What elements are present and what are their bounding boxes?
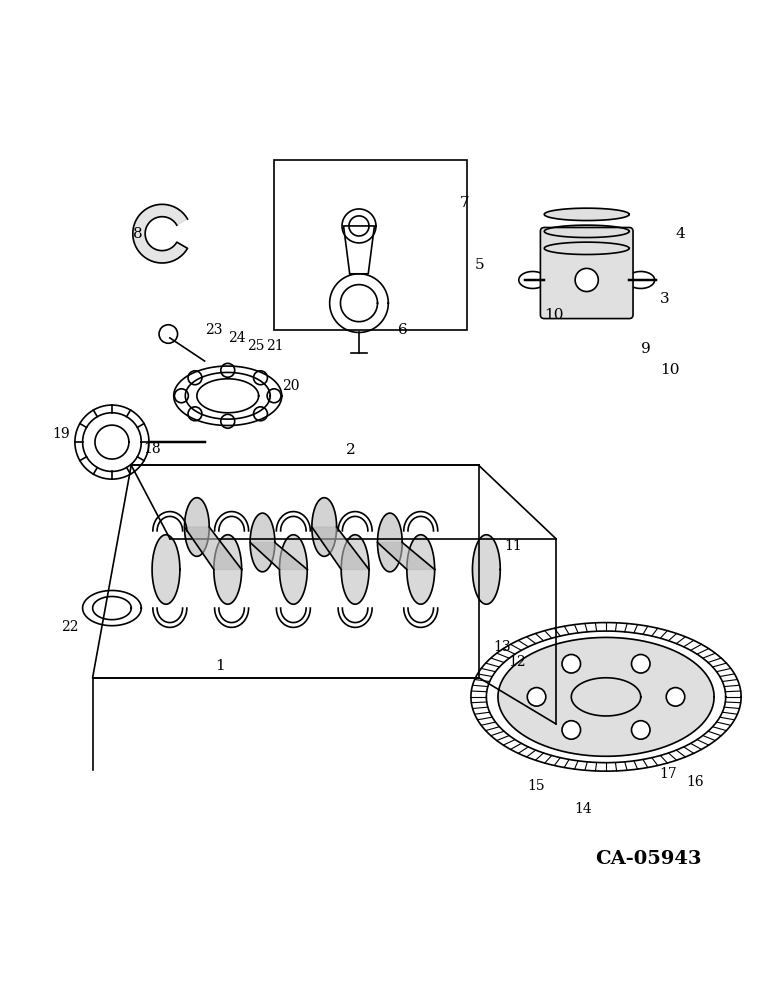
Polygon shape — [498, 637, 714, 756]
Polygon shape — [185, 527, 242, 569]
Bar — [274, 160, 467, 330]
Polygon shape — [152, 535, 180, 604]
Text: 19: 19 — [52, 427, 69, 441]
Polygon shape — [250, 513, 275, 572]
Polygon shape — [312, 527, 369, 569]
Polygon shape — [214, 535, 242, 604]
Polygon shape — [312, 498, 337, 556]
Text: 6: 6 — [398, 323, 408, 337]
Text: 18: 18 — [143, 442, 161, 456]
FancyBboxPatch shape — [540, 227, 633, 319]
Text: 22: 22 — [61, 620, 78, 634]
Polygon shape — [544, 225, 629, 238]
Circle shape — [631, 655, 650, 673]
Polygon shape — [133, 204, 188, 263]
Polygon shape — [407, 535, 435, 604]
Polygon shape — [544, 208, 629, 221]
Text: 13: 13 — [493, 640, 510, 654]
Circle shape — [631, 721, 650, 739]
Text: 15: 15 — [528, 779, 545, 793]
Text: CA-05943: CA-05943 — [595, 850, 702, 868]
Text: 12: 12 — [509, 655, 526, 669]
Polygon shape — [250, 542, 307, 569]
Text: 2: 2 — [347, 443, 356, 457]
Text: 23: 23 — [205, 323, 222, 337]
Circle shape — [666, 688, 685, 706]
Text: 1: 1 — [215, 659, 225, 673]
Text: 17: 17 — [659, 767, 676, 781]
Text: 11: 11 — [505, 539, 522, 553]
Text: 20: 20 — [282, 379, 300, 393]
Text: 5: 5 — [475, 258, 484, 272]
Polygon shape — [341, 535, 369, 604]
Text: 24: 24 — [228, 331, 245, 345]
Text: 3: 3 — [660, 292, 669, 306]
Text: 10: 10 — [544, 308, 564, 322]
Circle shape — [575, 268, 598, 292]
Polygon shape — [279, 535, 307, 604]
Circle shape — [527, 688, 546, 706]
Text: 21: 21 — [266, 339, 284, 353]
Polygon shape — [185, 498, 209, 556]
Text: 8: 8 — [134, 227, 143, 241]
Polygon shape — [378, 542, 435, 569]
Text: 10: 10 — [660, 363, 679, 377]
Circle shape — [562, 655, 581, 673]
Polygon shape — [378, 513, 402, 572]
Circle shape — [562, 721, 581, 739]
Text: 16: 16 — [686, 775, 703, 789]
Text: 25: 25 — [247, 339, 265, 353]
Polygon shape — [544, 242, 629, 255]
Text: 7: 7 — [459, 196, 469, 210]
Text: 4: 4 — [676, 227, 686, 241]
Text: 9: 9 — [641, 342, 651, 356]
Text: 14: 14 — [574, 802, 591, 816]
Polygon shape — [472, 535, 500, 604]
